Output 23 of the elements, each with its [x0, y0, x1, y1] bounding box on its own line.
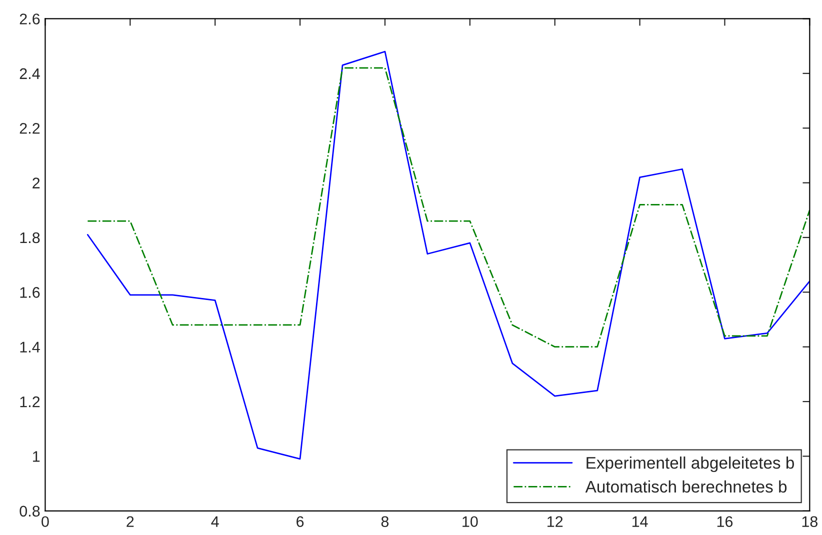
line-series: [86, 67, 810, 348]
y-tick-label: 1.4: [20, 342, 40, 352]
y-tick-label: 1.2: [20, 396, 40, 408]
y-tick-label: 2: [32, 178, 40, 188]
legend-label: Experimentell abgeleitetes b: [586, 456, 794, 472]
x-tick-label: 10: [462, 516, 478, 528]
x-tick-label: 16: [717, 516, 733, 528]
y-tick-label: 1.8: [20, 232, 40, 244]
y-tick-label: 2.6: [20, 14, 40, 24]
y-tick-label: 1: [33, 451, 40, 462]
x-tick-label: 6: [296, 516, 304, 528]
x-tick-label: 4: [211, 516, 219, 527]
y-tick-label: 1.6: [20, 287, 40, 298]
x-tick-label: 18: [802, 516, 818, 528]
y-tick-label: 2.4: [20, 68, 40, 79]
x-tick-label: 0: [42, 516, 49, 528]
x-tick-label: 14: [632, 516, 648, 527]
y-tick-label: 0.8: [20, 506, 40, 517]
legend-label: Automatisch berechnetes b: [585, 480, 787, 493]
x-tick-label: 2: [126, 516, 134, 527]
x-tick-label: 12: [548, 516, 563, 527]
x-tick-label: 8: [381, 516, 389, 528]
y-tick-label: 2.2: [20, 122, 40, 134]
